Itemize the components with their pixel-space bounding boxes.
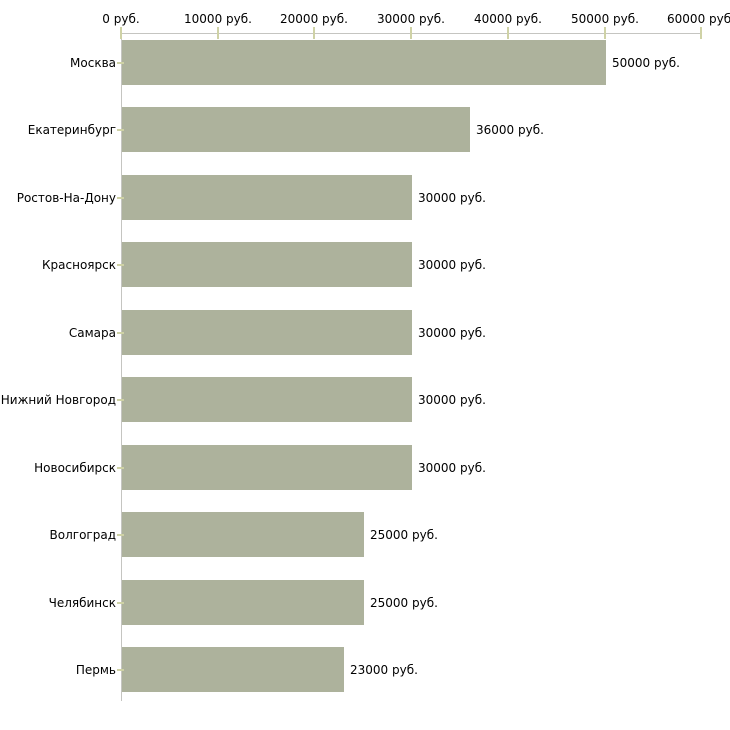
x-axis-tick-mark (313, 27, 315, 39)
bar (122, 445, 412, 490)
y-axis-tick-mark (117, 399, 124, 401)
category-label: Новосибирск (34, 461, 116, 475)
y-axis-line (121, 33, 122, 701)
value-label: 30000 руб. (418, 326, 486, 340)
value-label: 50000 руб. (612, 56, 680, 70)
category-label: Нижний Новгород (0, 393, 116, 407)
bar (122, 175, 412, 220)
y-axis-tick-mark (117, 62, 124, 64)
bar (122, 310, 412, 355)
category-label: Волгоград (49, 528, 116, 542)
x-axis-tick-mark (700, 27, 702, 39)
x-axis-tick-mark (217, 27, 219, 39)
x-axis-tick-label: 30000 руб. (377, 12, 445, 26)
category-label: Пермь (75, 663, 116, 677)
value-label: 30000 руб. (418, 461, 486, 475)
bar (122, 242, 412, 287)
bar (122, 512, 364, 557)
value-label: 25000 руб. (370, 528, 438, 542)
value-label: 30000 руб. (418, 191, 486, 205)
y-axis-tick-mark (117, 602, 124, 604)
y-axis-tick-mark (117, 669, 124, 671)
bar (122, 377, 412, 422)
y-axis-tick-mark (117, 129, 124, 131)
x-axis-tick-mark (604, 27, 606, 39)
x-axis-tick-label: 20000 руб. (280, 12, 348, 26)
x-axis-tick-label: 10000 руб. (184, 12, 252, 26)
category-label: Москва (70, 56, 116, 70)
x-axis-tick-mark (410, 27, 412, 39)
bar (122, 40, 606, 85)
bar (122, 580, 364, 625)
y-axis-tick-mark (117, 467, 124, 469)
value-label: 36000 руб. (476, 123, 544, 137)
category-label: Красноярск (42, 258, 116, 272)
value-label: 30000 руб. (418, 258, 486, 272)
x-axis-tick-label: 60000 руб. (667, 12, 730, 26)
category-label: Челябинск (48, 596, 116, 610)
x-axis-tick-mark (507, 27, 509, 39)
x-axis-tick-label: 50000 руб. (571, 12, 639, 26)
x-axis-tick-mark (120, 27, 122, 39)
value-label: 30000 руб. (418, 393, 486, 407)
bar (122, 107, 470, 152)
y-axis-tick-mark (117, 534, 124, 536)
x-axis-tick-label: 40000 руб. (474, 12, 542, 26)
category-label: Самара (68, 326, 116, 340)
category-label: Екатеринбург (27, 123, 116, 137)
value-label: 25000 руб. (370, 596, 438, 610)
y-axis-tick-mark (117, 332, 124, 334)
bar (122, 647, 344, 692)
y-axis-tick-mark (117, 264, 124, 266)
x-axis-tick-label: 0 руб. (102, 12, 140, 26)
value-label: 23000 руб. (350, 663, 418, 677)
y-axis-tick-mark (117, 197, 124, 199)
category-label: Ростов-На-Дону (16, 191, 116, 205)
